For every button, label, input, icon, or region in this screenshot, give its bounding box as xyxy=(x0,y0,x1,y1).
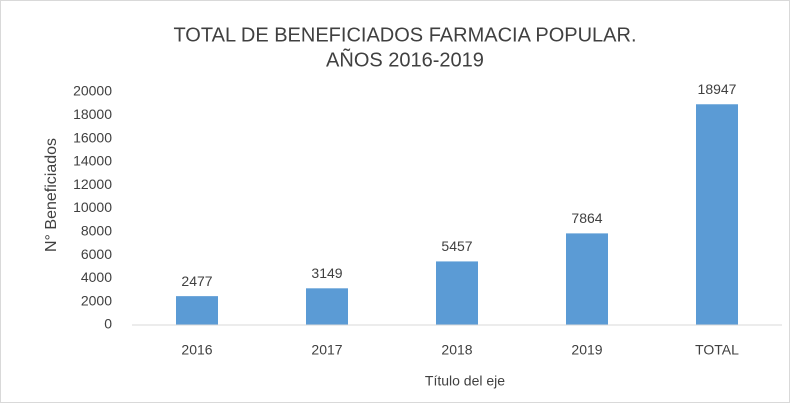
x-axis-label: Título del eje xyxy=(425,373,505,389)
x-tick-label: 2017 xyxy=(311,342,342,358)
y-tick-label: 14000 xyxy=(73,153,112,169)
x-tick-label: 2019 xyxy=(571,342,602,358)
data-label: 5457 xyxy=(441,238,472,254)
chart-title: AÑOS 2016-2019 xyxy=(326,47,484,71)
y-tick-label: 18000 xyxy=(73,106,112,122)
y-tick-label: 10000 xyxy=(73,199,112,215)
x-tick-label: 2016 xyxy=(181,342,212,358)
bar xyxy=(696,104,738,325)
y-tick-label: 2000 xyxy=(81,292,112,308)
bar xyxy=(566,233,608,325)
y-tick-label: 8000 xyxy=(81,223,112,239)
bar xyxy=(436,261,478,325)
chart-title: TOTAL DE BENEFICIADOS FARMACIA POPULAR. xyxy=(173,24,636,46)
x-tick-label: TOTAL xyxy=(695,342,739,358)
data-label: 3149 xyxy=(311,265,342,281)
y-tick-label: 4000 xyxy=(81,269,112,285)
bar xyxy=(176,296,218,325)
y-axis-label: N° Beneficiados xyxy=(43,138,60,252)
y-tick-label: 0 xyxy=(104,316,112,332)
data-label: 2477 xyxy=(181,273,212,289)
data-label: 7864 xyxy=(571,210,602,226)
y-tick-label: 20000 xyxy=(73,83,112,99)
bar xyxy=(306,288,348,325)
y-tick-label: 16000 xyxy=(73,129,112,145)
y-tick-label: 6000 xyxy=(81,246,112,262)
x-tick-label: 2018 xyxy=(441,342,472,358)
data-label: 18947 xyxy=(698,81,737,97)
y-tick-label: 12000 xyxy=(73,176,112,192)
